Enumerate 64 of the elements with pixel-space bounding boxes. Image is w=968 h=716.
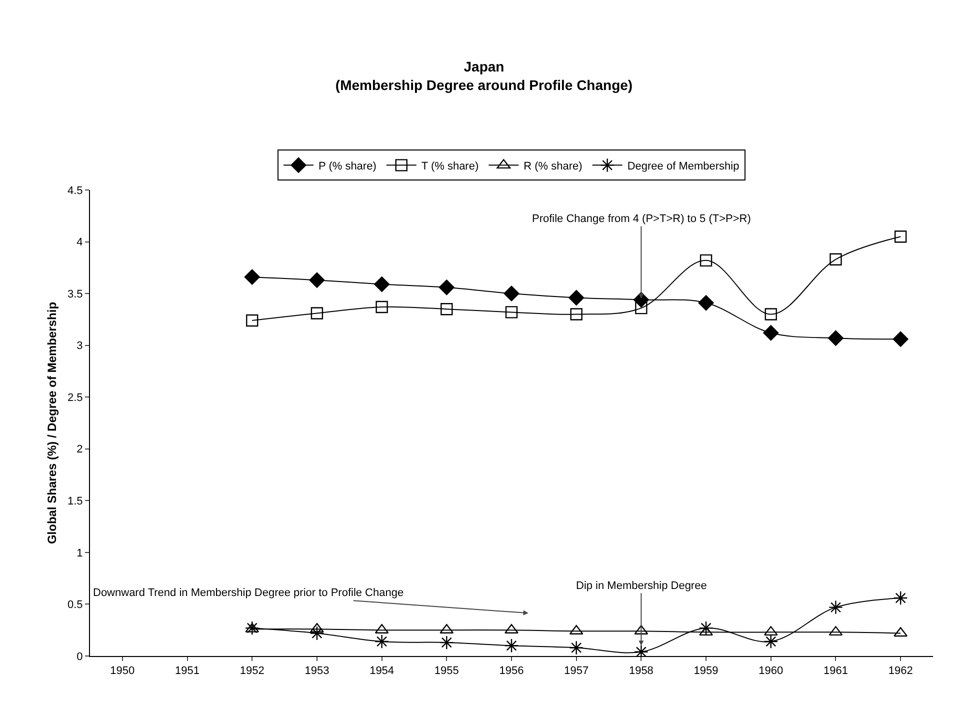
x-tick-label: 1955 [434, 665, 459, 678]
point [246, 314, 258, 327]
point [310, 307, 324, 320]
point [764, 308, 777, 320]
point [894, 230, 907, 243]
y-tick-label: 4.5 [68, 184, 83, 197]
point [504, 638, 519, 653]
point [374, 276, 390, 292]
x-tick-label: 1960 [758, 665, 784, 678]
point [763, 325, 779, 341]
point [698, 620, 714, 636]
x-tick-label: 1962 [888, 665, 913, 678]
point [505, 306, 518, 318]
legend-label: P (% share) [318, 160, 376, 172]
point [764, 634, 778, 649]
point [310, 626, 324, 640]
legend-label: Degree of Membership [627, 160, 740, 172]
point [376, 300, 388, 314]
point [700, 254, 712, 267]
y-tick-label: 4 [76, 236, 83, 249]
y-tick-label: 2 [76, 444, 83, 456]
y-axis-title: Global Shares (%) / Degree of Membership [45, 302, 59, 544]
point [568, 290, 584, 306]
point [439, 635, 454, 650]
point [569, 640, 584, 655]
point [244, 620, 260, 636]
point [698, 295, 714, 311]
point [374, 634, 390, 649]
chart-title: Japan (Membership Degree around Profile Change) [335, 58, 633, 93]
x-tick-label: 1956 [499, 665, 524, 678]
annotation: Profile Change from 4 (P>T>R) to 5 (T>P>R) [532, 213, 751, 225]
y-tick-label: 3 [76, 340, 83, 352]
y-tick-label: 1 [76, 547, 83, 560]
x-tick-label: 1953 [304, 665, 330, 678]
point [440, 302, 453, 316]
point [570, 308, 582, 320]
x-tick-label: 1950 [110, 665, 135, 678]
x-tick-label: 1961 [823, 665, 848, 678]
y-tick-label: 0.5 [68, 599, 83, 612]
x-tick-label: 1954 [370, 665, 394, 678]
x-tick-label: 1952 [240, 665, 264, 678]
y-tick-label: 0 [76, 650, 83, 663]
legend-label: R (% share) [524, 160, 582, 172]
point [635, 302, 648, 314]
point [438, 280, 454, 296]
point [828, 330, 844, 346]
annotation: Dip in Membership Degree [576, 580, 707, 592]
point [504, 286, 520, 302]
legend-label: T (% share) [421, 160, 479, 172]
point [830, 253, 842, 266]
point [892, 331, 908, 347]
point [828, 600, 843, 615]
x-tick-label: 1959 [694, 665, 718, 678]
y-tick-label: 2.5 [68, 392, 83, 404]
y-tick-label: 3.5 [68, 288, 83, 300]
y-tick-label: 1.5 [68, 496, 83, 508]
x-tick-label: 1958 [628, 665, 654, 678]
point [309, 272, 325, 288]
point [244, 269, 260, 285]
annotation: Downward Trend in Membership Degree prior to Profile Change [93, 587, 404, 599]
x-tick-label: 1957 [564, 665, 589, 678]
x-tick-label: 1951 [175, 665, 200, 678]
point [310, 622, 324, 632]
point [893, 590, 908, 606]
